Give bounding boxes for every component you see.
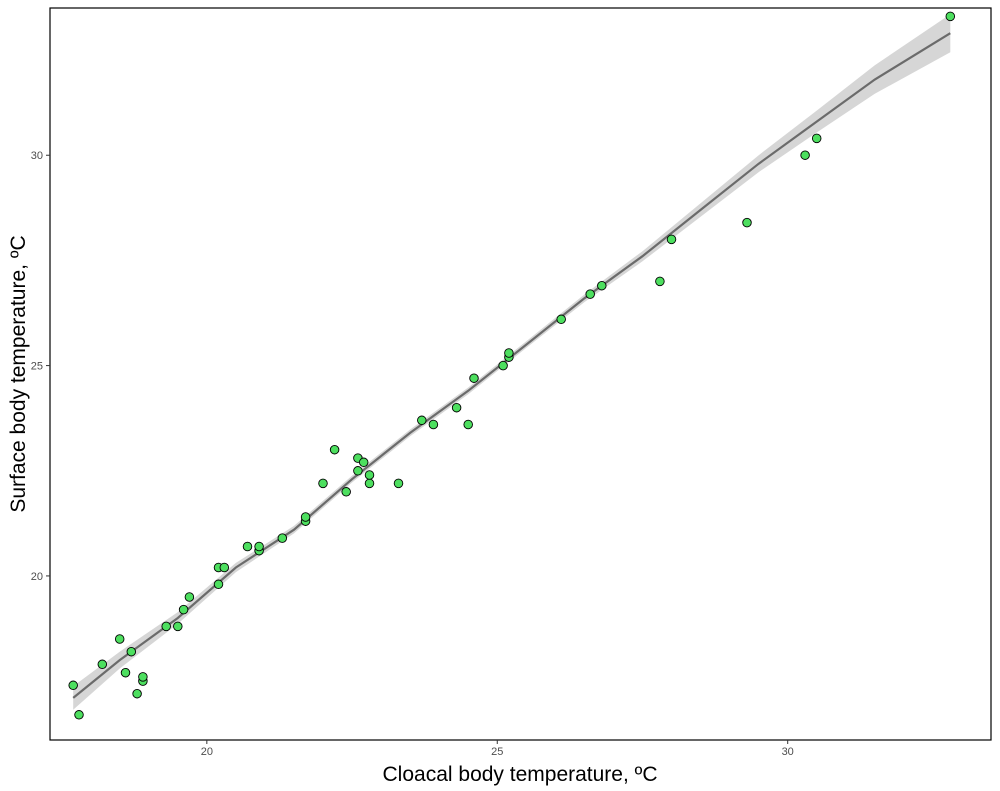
data-point bbox=[300, 512, 311, 522]
data-point bbox=[666, 234, 677, 245]
data-point bbox=[138, 672, 148, 682]
data-point bbox=[498, 360, 508, 371]
data-point bbox=[74, 710, 84, 720]
data-point bbox=[97, 659, 108, 670]
data-point bbox=[178, 604, 189, 615]
data-point bbox=[68, 680, 78, 691]
data-point bbox=[504, 348, 514, 358]
data-point bbox=[329, 444, 340, 455]
data-point bbox=[393, 478, 404, 489]
data-point bbox=[353, 466, 363, 476]
data-point bbox=[364, 470, 375, 480]
plot-border bbox=[49, 7, 992, 741]
data-point bbox=[341, 487, 351, 497]
x-axis-ticks: 20 25 30 bbox=[201, 740, 794, 758]
data-point bbox=[428, 419, 439, 430]
data-points-layer bbox=[68, 11, 956, 720]
x-tick-label: 30 bbox=[782, 746, 794, 758]
y-tick-label: 25 bbox=[31, 361, 43, 373]
data-point bbox=[120, 667, 131, 678]
data-point bbox=[358, 457, 369, 468]
y-tick-label: 20 bbox=[31, 571, 43, 583]
x-tick-label: 20 bbox=[201, 746, 213, 758]
data-point bbox=[556, 314, 566, 325]
y-axis-title: Surface body temperature, ºC bbox=[7, 235, 30, 512]
data-point bbox=[254, 541, 264, 552]
data-point bbox=[585, 289, 595, 299]
data-point bbox=[213, 579, 224, 590]
plot-panel bbox=[50, 8, 991, 740]
data-point bbox=[242, 541, 253, 552]
data-point bbox=[364, 478, 375, 489]
data-point bbox=[597, 280, 607, 291]
data-point bbox=[132, 688, 142, 699]
data-point bbox=[469, 373, 479, 383]
fit-line bbox=[72, 32, 951, 699]
data-point bbox=[161, 621, 171, 632]
data-point bbox=[114, 634, 125, 644]
x-tick-label: 25 bbox=[491, 746, 503, 758]
data-point bbox=[451, 402, 462, 413]
data-point bbox=[219, 562, 230, 573]
data-point bbox=[800, 150, 810, 160]
fit-line-layer bbox=[72, 32, 951, 699]
data-point bbox=[126, 646, 137, 657]
data-point bbox=[742, 217, 752, 228]
data-point bbox=[655, 276, 665, 287]
data-point bbox=[811, 133, 822, 144]
data-point bbox=[463, 419, 473, 430]
y-tick-label: 30 bbox=[31, 150, 43, 162]
confidence-band bbox=[73, 14, 951, 710]
confidence-band-layer bbox=[73, 14, 951, 710]
data-point bbox=[277, 533, 288, 543]
y-axis-ticks: 20 25 30 bbox=[31, 150, 50, 583]
x-axis-title: Cloacal body temperature, ºC bbox=[383, 763, 658, 786]
data-point bbox=[173, 621, 183, 632]
data-point bbox=[184, 592, 195, 602]
data-point bbox=[318, 478, 328, 489]
data-point bbox=[417, 415, 427, 426]
data-point bbox=[945, 11, 956, 22]
